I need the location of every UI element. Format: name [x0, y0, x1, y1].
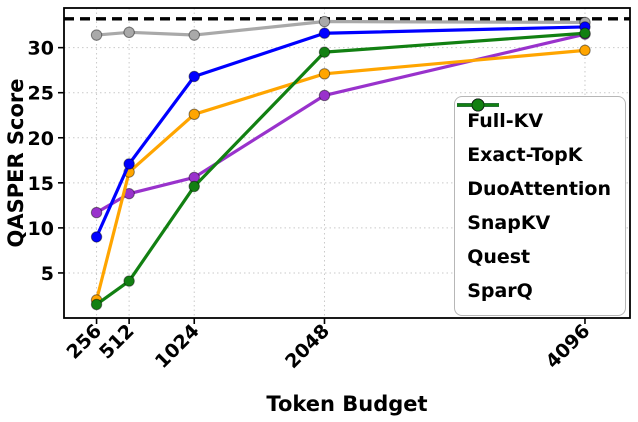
x-tick-label: 512	[95, 320, 139, 364]
legend-item-quest: Quest	[457, 98, 611, 272]
y-tick-label: 30	[28, 38, 54, 60]
legend-item-label: Full-KV	[467, 110, 544, 132]
legend-item-label: Exact-TopK	[467, 144, 583, 166]
x-tick-label: 2048	[281, 320, 334, 373]
series-sparq	[90, 27, 591, 311]
legend: Full-KV Exact-TopK DuoAttention SnapKV Quest…	[454, 96, 626, 316]
legend-line-sample	[457, 98, 500, 112]
x-tick-label: 1024	[151, 320, 204, 373]
legend-item-label: Quest	[467, 246, 531, 268]
legend-item-label: DuoAttention	[467, 178, 611, 200]
legend-item-sparq: SparQ	[457, 98, 611, 306]
y-tick-label: 5	[41, 263, 54, 285]
y-axis-label: QASPER Score	[4, 78, 28, 248]
x-tick-label: 4096	[542, 320, 595, 373]
x-axis-label: Token Budget	[266, 392, 428, 416]
x-tick-label: 256	[62, 320, 106, 364]
y-tick-label: 20	[28, 128, 54, 150]
y-tick-label: 10	[28, 218, 54, 240]
legend-item-label: SparQ	[467, 280, 533, 302]
y-tick-label: 15	[28, 173, 54, 195]
legend-item-snapkv: SnapKV	[457, 98, 611, 238]
plot-frame	[63, 7, 631, 319]
legend-item-label: SnapKV	[467, 212, 551, 234]
y-tick-label: 25	[28, 83, 54, 105]
legend-item-duoattention: DuoAttention	[457, 98, 611, 204]
series-quest	[90, 21, 591, 243]
legend-item-exact-topk: Exact-TopK	[457, 98, 611, 170]
